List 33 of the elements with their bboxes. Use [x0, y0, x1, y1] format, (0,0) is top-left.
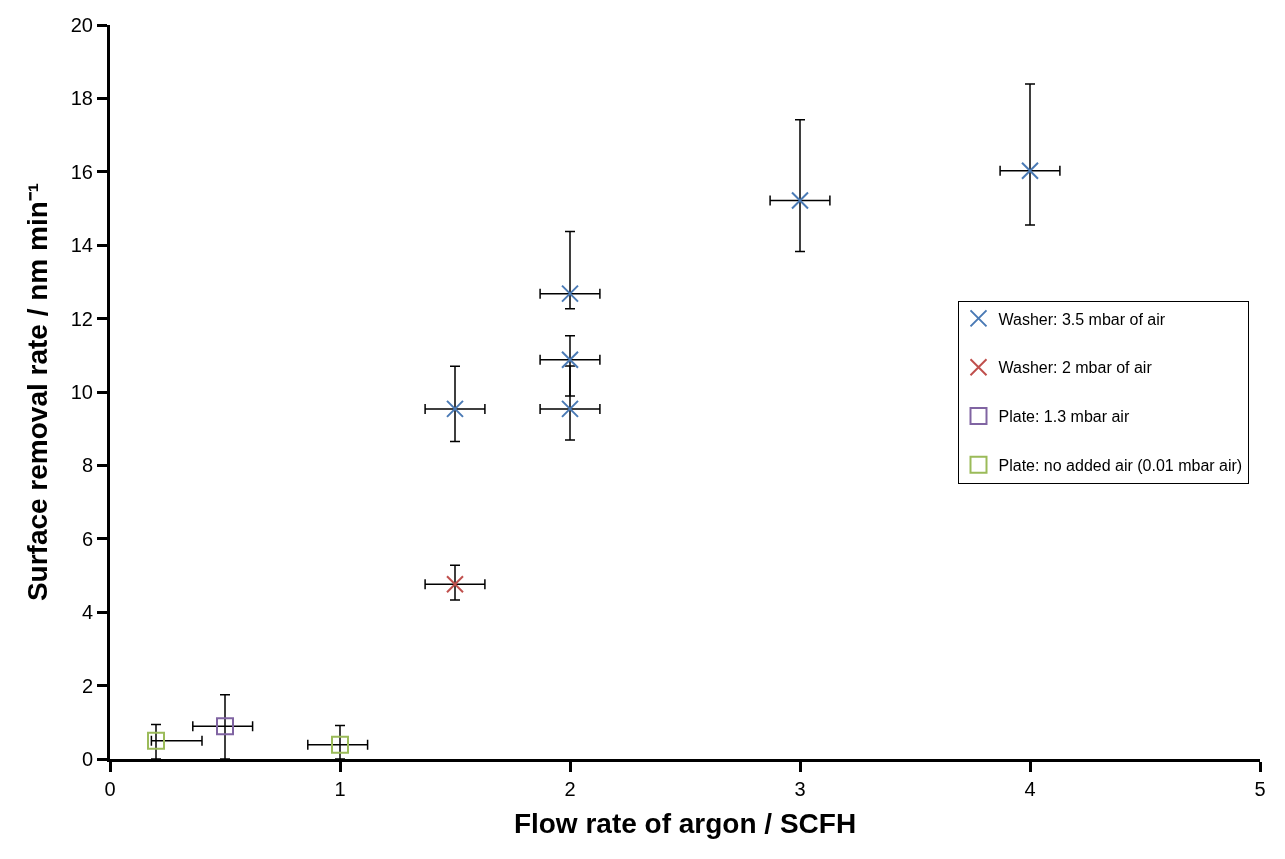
y-tick-label: 4 — [81, 601, 93, 624]
x-tick-label: 3 — [794, 778, 806, 800]
y-tick-label: 12 — [70, 307, 93, 330]
point — [446, 575, 464, 594]
point — [561, 350, 579, 369]
y-tick-label: 0 — [81, 748, 93, 770]
y-tick-label: 20 — [70, 14, 93, 36]
legend-label: Washer: 2 mbar of air — [998, 359, 1153, 377]
y-tick-label: 14 — [70, 234, 93, 257]
point — [331, 735, 349, 754]
y-tick-label: 8 — [81, 454, 93, 477]
x-tick-label: 5 — [1254, 778, 1266, 800]
point — [561, 399, 579, 418]
y-tick-label: 18 — [70, 87, 93, 110]
legend-label: Plate: 1.3 mbar air — [998, 408, 1130, 426]
point — [147, 731, 165, 750]
point — [791, 191, 809, 210]
y-axis-title: Surface removal rate / nm min⁻¹ — [22, 182, 54, 602]
x-tick-label: 1 — [334, 778, 346, 800]
point — [446, 399, 464, 418]
x-tick-label: 4 — [1024, 778, 1036, 800]
x-tick-label: 2 — [564, 778, 576, 800]
x-axis-title: Flow rate of argon / SCFH — [513, 808, 857, 840]
x-tick-label: 0 — [104, 778, 116, 800]
y-tick-label: 6 — [81, 527, 93, 550]
y-tick-label: 10 — [70, 381, 93, 403]
legend-label: Washer: 3.5 mbar of air — [998, 310, 1166, 328]
point — [561, 284, 579, 303]
point — [216, 717, 234, 736]
point — [1021, 161, 1039, 180]
y-tick-label: 16 — [70, 160, 93, 183]
y-tick-label: 2 — [81, 674, 93, 697]
legend-label: Plate: no added air (0.01 mbar air) — [998, 457, 1243, 475]
